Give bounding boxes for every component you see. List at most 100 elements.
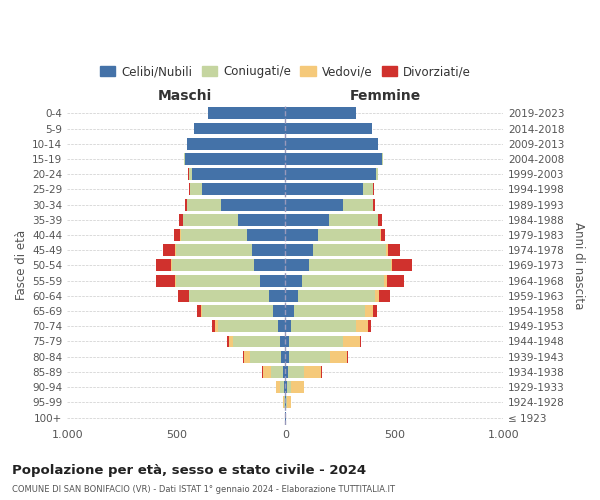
Bar	[286, 244, 313, 256]
Bar	[384, 274, 387, 286]
Bar	[286, 366, 288, 378]
Bar	[286, 381, 287, 393]
Bar	[386, 244, 388, 256]
Bar	[286, 260, 309, 272]
Bar	[289, 351, 329, 362]
Text: Popolazione per età, sesso e stato civile - 2024: Popolazione per età, sesso e stato civil…	[12, 464, 366, 477]
Bar	[286, 153, 382, 165]
Bar	[251, 244, 286, 256]
Bar	[221, 198, 286, 210]
Bar	[194, 122, 286, 134]
Bar	[379, 290, 390, 302]
Bar	[277, 381, 280, 393]
Bar	[287, 396, 291, 408]
Bar	[201, 305, 202, 317]
Bar	[391, 260, 392, 272]
Bar	[284, 396, 285, 408]
Bar	[280, 381, 284, 393]
Bar	[289, 336, 343, 347]
Bar	[179, 214, 182, 226]
Bar	[284, 381, 286, 393]
Bar	[285, 396, 286, 408]
Bar	[288, 366, 304, 378]
Bar	[286, 336, 289, 347]
Bar	[244, 351, 250, 362]
Y-axis label: Anni di nascita: Anni di nascita	[572, 222, 585, 309]
Bar	[197, 305, 201, 317]
Bar	[260, 274, 286, 286]
Bar	[156, 260, 171, 272]
Bar	[298, 290, 376, 302]
Bar	[286, 229, 317, 241]
Text: COMUNE DI SAN BONIFACIO (VR) - Dati ISTAT 1° gennaio 2024 - Elaborazione TUTTITA: COMUNE DI SAN BONIFACIO (VR) - Dati ISTA…	[12, 485, 395, 494]
Bar	[218, 320, 278, 332]
Bar	[238, 214, 286, 226]
Bar	[176, 274, 260, 286]
Bar	[185, 153, 286, 165]
Text: Maschi: Maschi	[158, 88, 212, 102]
Bar	[191, 168, 286, 180]
Bar	[181, 229, 247, 241]
Bar	[373, 198, 374, 210]
Bar	[368, 320, 371, 332]
Bar	[189, 184, 190, 196]
Bar	[171, 260, 172, 272]
Bar	[286, 396, 287, 408]
Bar	[189, 168, 191, 180]
Bar	[174, 229, 180, 241]
Bar	[202, 184, 286, 196]
Bar	[392, 260, 412, 272]
Bar	[212, 320, 215, 332]
Bar	[317, 229, 380, 241]
Bar	[286, 138, 378, 149]
Bar	[363, 184, 373, 196]
Bar	[309, 260, 391, 272]
Bar	[187, 138, 286, 149]
Bar	[373, 184, 374, 196]
Bar	[254, 260, 286, 272]
Bar	[233, 336, 280, 347]
Bar	[227, 336, 229, 347]
Bar	[347, 351, 349, 362]
Bar	[281, 351, 286, 362]
Bar	[184, 153, 185, 165]
Bar	[190, 184, 202, 196]
Bar	[302, 274, 384, 286]
Text: Femmine: Femmine	[350, 88, 421, 102]
Bar	[274, 305, 286, 317]
Bar	[280, 336, 286, 347]
Bar	[329, 214, 377, 226]
Bar	[329, 351, 347, 362]
Legend: Celibi/Nubili, Coniugati/e, Vedovi/e, Divorziati/e: Celibi/Nubili, Coniugati/e, Vedovi/e, Di…	[95, 60, 475, 83]
Bar	[292, 320, 356, 332]
Bar	[286, 214, 329, 226]
Bar	[176, 244, 251, 256]
Bar	[286, 274, 302, 286]
Bar	[291, 381, 304, 393]
Bar	[269, 290, 286, 302]
Bar	[175, 274, 176, 286]
Bar	[215, 320, 218, 332]
Bar	[365, 305, 373, 317]
Bar	[286, 184, 363, 196]
Bar	[263, 366, 271, 378]
Bar	[378, 214, 382, 226]
Bar	[286, 122, 371, 134]
Bar	[373, 305, 377, 317]
Bar	[163, 244, 175, 256]
Bar	[229, 336, 233, 347]
Bar	[187, 198, 221, 210]
Bar	[376, 290, 379, 302]
Bar	[287, 381, 291, 393]
Bar	[286, 198, 343, 210]
Bar	[183, 214, 238, 226]
Bar	[286, 290, 298, 302]
Bar	[343, 198, 373, 210]
Bar	[243, 351, 244, 362]
Bar	[343, 336, 360, 347]
Bar	[278, 320, 286, 332]
Bar	[172, 260, 254, 272]
Bar	[387, 274, 404, 286]
Bar	[156, 274, 175, 286]
Bar	[376, 168, 377, 180]
